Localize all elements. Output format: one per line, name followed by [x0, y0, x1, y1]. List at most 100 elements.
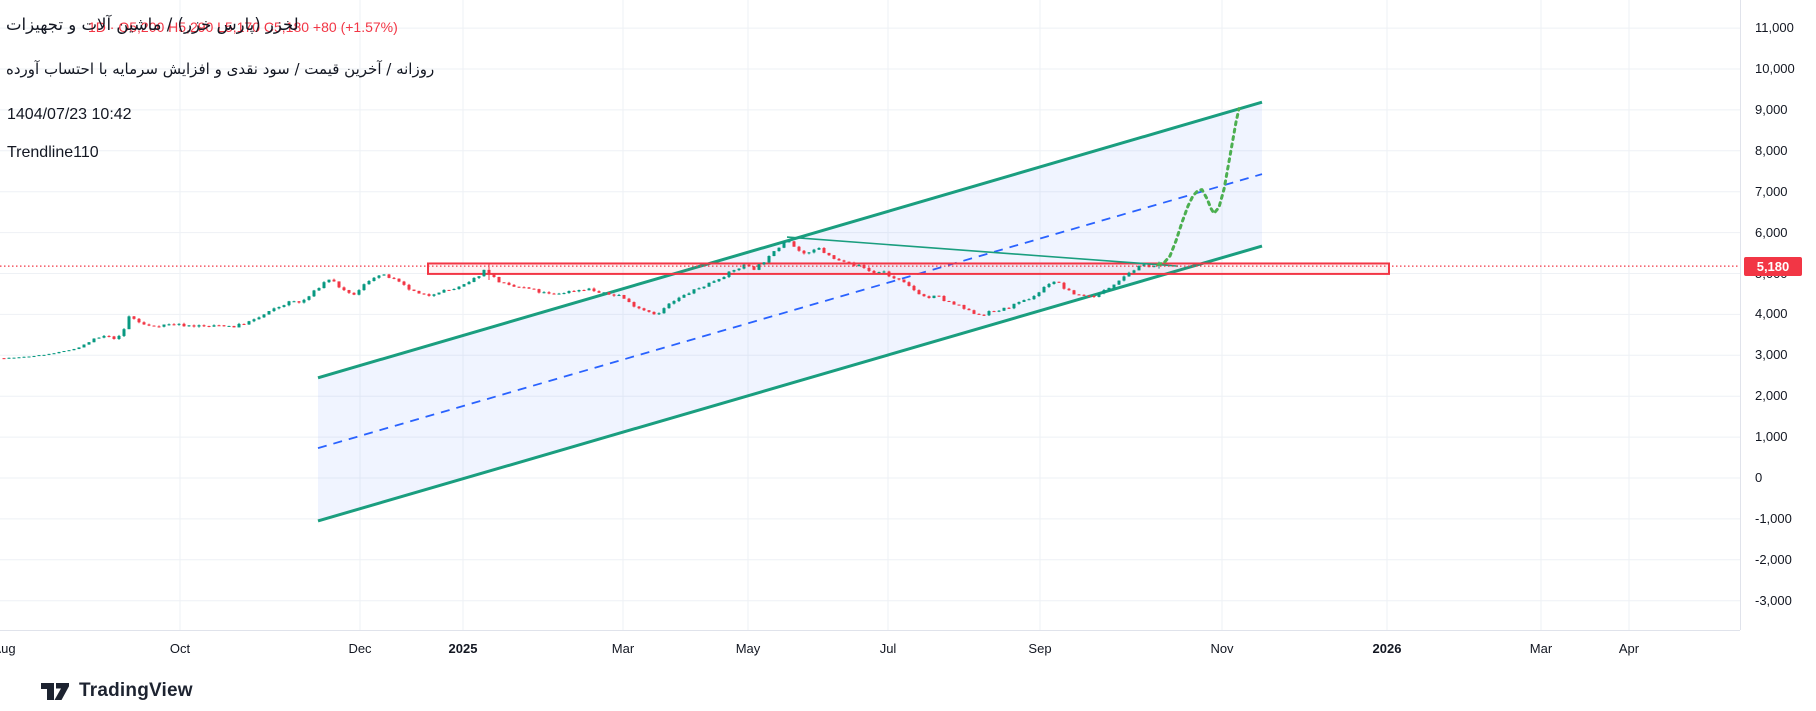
candle-body — [782, 241, 786, 248]
candle-body — [562, 293, 566, 295]
candle-body — [602, 292, 606, 294]
candle-body — [937, 295, 941, 297]
candle-body — [32, 356, 36, 358]
tradingview-logo-icon — [41, 683, 69, 700]
parallel-channel-drawing[interactable] — [317, 100, 1263, 523]
candle-body — [1107, 287, 1111, 291]
candle-body — [702, 286, 706, 289]
candle-body — [942, 295, 946, 302]
candle-body — [657, 313, 661, 315]
time-tick-label: May — [735, 641, 761, 656]
candle-body — [1067, 288, 1071, 291]
candle-body — [732, 270, 736, 272]
candle-body — [762, 262, 766, 265]
price-tick-label: -2,000 — [1755, 551, 1792, 567]
trendline-drawing[interactable] — [786, 236, 1179, 267]
price-tick-label: 6,000 — [1755, 224, 1788, 240]
channel-upper-line[interactable] — [317, 100, 1263, 380]
candle-body — [427, 294, 431, 296]
price-tick-label: 0 — [1755, 470, 1763, 485]
price-tick-label: 8,000 — [1755, 142, 1788, 158]
candle-body — [787, 241, 791, 243]
candle-body — [512, 284, 516, 287]
candle-body — [622, 295, 626, 299]
candle-body — [347, 290, 351, 293]
candle-body — [62, 351, 66, 353]
candle-body — [752, 266, 756, 270]
candle-body — [217, 325, 221, 327]
candle-body — [737, 268, 741, 271]
time-tick-label: Oct — [169, 641, 191, 656]
candle-body — [617, 295, 621, 297]
candle-body — [1127, 272, 1131, 277]
candle-body — [847, 261, 851, 263]
candle-body — [1052, 281, 1056, 284]
candle-body — [547, 292, 551, 294]
price-range-box-drawing[interactable] — [427, 262, 1390, 275]
candle-body — [312, 290, 316, 297]
candle-body — [207, 325, 211, 327]
projection-dotted-line[interactable] — [1156, 107, 1241, 267]
candle-body — [817, 247, 821, 250]
candle-body — [807, 252, 811, 254]
candlestick-series — [2, 241, 1161, 360]
candle-body — [717, 279, 721, 282]
candle-body — [882, 271, 886, 273]
candle-body — [597, 291, 601, 293]
price-axis[interactable]: 11,00010,0009,0008,0007,0006,0005,0004,0… — [1740, 0, 1816, 630]
candle-body — [947, 301, 951, 303]
candle-body — [497, 276, 501, 283]
time-tick-label: Mar — [1529, 641, 1553, 656]
time-tick-label: 2026 — [1372, 641, 1402, 656]
candle-body — [822, 247, 826, 253]
candle-body — [467, 281, 471, 285]
candle-body — [537, 289, 541, 293]
candle-body — [212, 325, 216, 327]
price-tick-label: -1,000 — [1755, 510, 1792, 526]
candle-body — [637, 306, 641, 309]
candle-body — [157, 326, 161, 328]
candle-body — [327, 279, 331, 283]
candle-body — [677, 297, 681, 302]
candle-body — [492, 273, 496, 277]
channel-middle-line[interactable] — [317, 173, 1263, 450]
tradingview-watermark[interactable]: TradingView — [40, 676, 193, 706]
candle-body — [1082, 294, 1086, 296]
candle-body — [652, 311, 656, 315]
candle-body — [777, 247, 781, 252]
candle-body — [107, 335, 111, 337]
candle-body — [7, 357, 11, 359]
candle-body — [77, 347, 81, 349]
candle-body — [232, 325, 236, 328]
time-tick-label: Nov — [1210, 641, 1234, 656]
candle-body — [997, 310, 1001, 312]
tradingview-label: TradingView — [79, 680, 193, 701]
time-tick-label: Aug — [0, 641, 16, 656]
candle-body — [877, 272, 881, 274]
candle-body — [317, 288, 321, 291]
candle-body — [272, 308, 276, 312]
candle-body — [987, 311, 991, 316]
candle-body — [962, 304, 966, 309]
time-axis[interactable]: Aug Oct Dec 2025 Mar May Jul Sep Nov 2026 Mar Apr — [0, 630, 1740, 667]
candle-body — [632, 302, 636, 307]
candle-body — [457, 286, 461, 289]
candle-body — [647, 310, 651, 312]
candle-body — [992, 311, 996, 313]
time-tick-label: Mar — [611, 641, 635, 656]
candle-body — [377, 275, 381, 278]
candle-body — [757, 264, 761, 270]
candle-body — [1097, 293, 1101, 297]
candle-body — [557, 293, 561, 295]
candle-body — [1122, 276, 1126, 281]
chart-canvas[interactable] — [0, 0, 1740, 630]
price-tick-label: 2,000 — [1755, 388, 1788, 404]
candle-body — [167, 324, 171, 326]
candle-body — [332, 279, 336, 282]
candle-body — [52, 353, 56, 355]
candle-body — [37, 355, 41, 357]
candle-body — [122, 329, 126, 336]
candle-body — [2, 358, 6, 360]
candle-body — [532, 288, 536, 290]
